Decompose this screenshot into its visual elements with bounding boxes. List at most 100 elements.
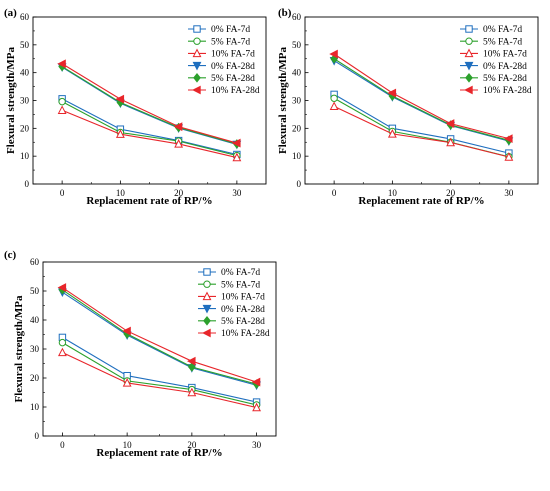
y-tick-label: 0 [35, 431, 40, 441]
series-line [62, 291, 257, 386]
y-tick-label: 30 [20, 96, 30, 106]
x-tick-label: 20 [446, 188, 456, 198]
legend-entry: 5% FA-28d [211, 74, 255, 84]
x-tick-label: 20 [187, 440, 197, 450]
y-tick-label: 20 [30, 373, 40, 383]
legend-marker [193, 37, 201, 45]
y-tick-label: 50 [292, 40, 302, 50]
data-point [252, 402, 262, 412]
series-line [333, 53, 510, 140]
y-tick-label: 60 [20, 12, 30, 22]
data-point [329, 49, 338, 59]
legend-marker [193, 72, 201, 83]
legend-entry: 5% FA-7d [211, 37, 250, 47]
x-axis-label: Replacement rate of RP/% [86, 195, 212, 207]
x-tick-label: 0 [332, 188, 337, 198]
legend-entry: 10% FA-28d [483, 86, 532, 96]
legend-entry: 0% FA-28d [211, 62, 255, 72]
legend-marker [203, 280, 211, 288]
x-tick-label: 10 [123, 440, 133, 450]
legend-entry: 5% FA-28d [483, 74, 527, 84]
legend-marker [465, 72, 473, 83]
x-tick-label: 30 [232, 188, 242, 198]
data-point [231, 138, 241, 148]
legend-marker [192, 61, 202, 71]
legend-entry: 10% FA-7d [211, 50, 255, 60]
legend-marker [193, 25, 201, 33]
series-line [61, 98, 238, 156]
data-point [232, 152, 242, 162]
legend-entry: 5% FA-7d [221, 280, 260, 290]
y-tick-label: 10 [292, 151, 302, 161]
series-line [333, 93, 510, 154]
data-point [115, 129, 125, 138]
series-line [333, 58, 510, 141]
data-point [186, 356, 196, 366]
legend-marker [202, 328, 211, 338]
legend-marker [202, 291, 212, 301]
data-point [122, 326, 131, 336]
data-point [173, 122, 183, 132]
data-point [446, 137, 456, 147]
legend-entry: 0% FA-7d [211, 25, 250, 35]
legend-marker [203, 315, 211, 326]
x-tick-label: 30 [504, 188, 514, 198]
x-tick-label: 20 [174, 188, 184, 198]
data-point [57, 283, 67, 292]
series-line [333, 60, 510, 142]
series-line [62, 287, 257, 383]
legend-entry: 10% FA-7d [221, 293, 265, 303]
data-point [329, 101, 339, 111]
legend-marker [465, 37, 473, 45]
panel-label: (b) [278, 7, 292, 19]
series-line [61, 109, 238, 159]
data-point [58, 338, 67, 347]
data-point [187, 387, 197, 397]
y-tick-label: 50 [20, 40, 30, 50]
x-tick-label: 30 [252, 440, 262, 450]
panel-c: (c) 0 10 20 30 40 50 60 0 10 20 30 Replacement rate … [4, 249, 277, 459]
y-axis-label: Flexural strength/MPa [5, 46, 17, 154]
y-tick-label: 50 [30, 286, 40, 296]
y-tick-label: 40 [20, 68, 30, 78]
data-point [251, 377, 261, 387]
legend-entry: 0% FA-7d [483, 25, 522, 35]
data-point [57, 347, 67, 357]
data-point [188, 362, 196, 372]
data-point [387, 129, 397, 138]
y-tick-label: 10 [20, 151, 30, 161]
series-line [62, 289, 257, 385]
legend-marker [465, 25, 473, 33]
data-point [330, 94, 338, 102]
series-line [333, 97, 510, 158]
y-tick-label: 20 [20, 123, 30, 133]
data-point [57, 105, 67, 114]
legend-marker [464, 48, 474, 58]
legend-marker [464, 61, 474, 71]
legend-entry: 5% FA-7d [483, 37, 522, 47]
legend-entry: 0% FA-28d [221, 305, 265, 315]
legend-marker [203, 268, 211, 276]
y-tick-label: 30 [292, 96, 302, 106]
series-line [62, 351, 257, 409]
y-tick-label: 60 [292, 12, 302, 22]
series-line [61, 66, 238, 145]
legend-entry: 0% FA-28d [483, 62, 527, 72]
series-line [61, 101, 238, 157]
y-tick-label: 40 [30, 315, 40, 325]
data-point [115, 94, 125, 104]
data-point [57, 59, 66, 69]
y-tick-label: 10 [30, 402, 40, 412]
legend-marker [192, 48, 202, 58]
legend-entry: 0% FA-7d [221, 268, 260, 278]
series-line [62, 342, 257, 406]
y-tick-label: 40 [292, 68, 302, 78]
legend-marker [192, 85, 201, 95]
legend-marker [464, 85, 473, 95]
series-line [333, 105, 510, 158]
y-tick-label: 30 [30, 344, 40, 354]
y-axis-label: Flexural strength/MPa [277, 46, 289, 154]
x-tick-label: 10 [116, 188, 126, 198]
legend-entry: 10% FA-7d [483, 50, 527, 60]
